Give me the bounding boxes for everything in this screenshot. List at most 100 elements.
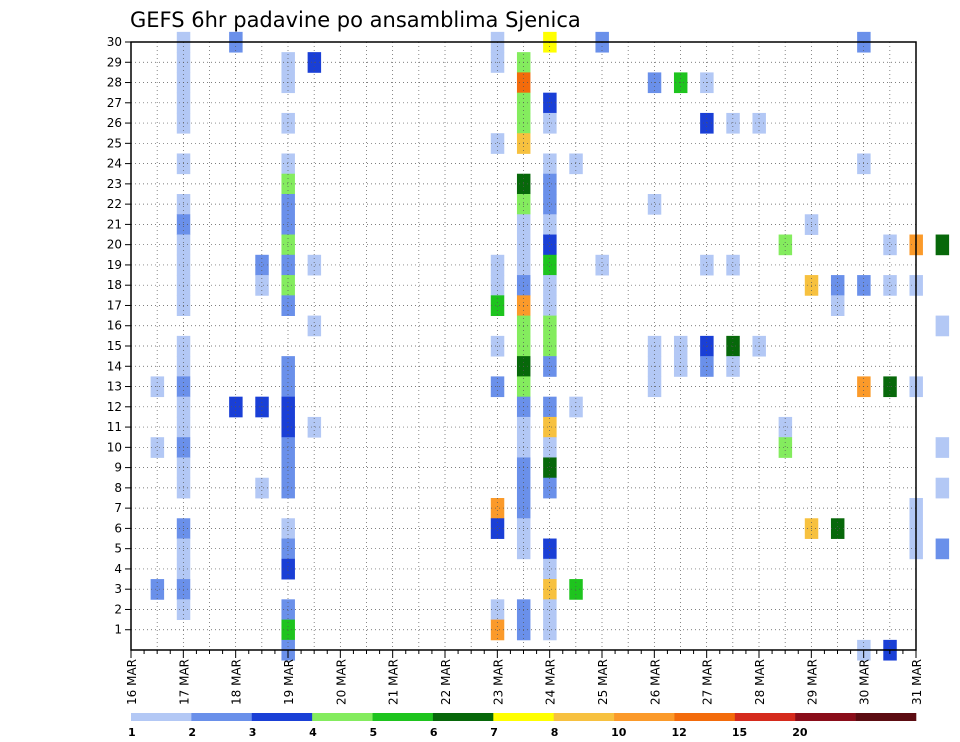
heatmap-cell <box>543 275 557 296</box>
heatmap-cell <box>490 275 505 296</box>
heatmap-cell <box>281 619 295 641</box>
legend-label: 3 <box>249 726 257 739</box>
heatmap-cell <box>569 153 583 175</box>
x-tick-label: 31 MAR <box>910 659 924 705</box>
heatmap-cell <box>883 275 897 296</box>
heatmap-cell <box>490 254 505 276</box>
heatmap-cell <box>543 437 557 458</box>
legend-swatch <box>312 713 373 721</box>
legend-label: 15 <box>732 726 747 739</box>
heatmap-cell <box>281 254 295 276</box>
heatmap-cell <box>543 214 557 235</box>
legend-swatch <box>795 713 856 721</box>
heatmap-cell <box>490 295 505 316</box>
y-axis: 1234567891011121314151617181920212223242… <box>107 35 131 637</box>
heatmap-cell <box>307 315 322 337</box>
y-tick-label: 9 <box>114 461 122 475</box>
heatmap-cell <box>281 153 295 175</box>
y-tick-label: 6 <box>114 521 122 535</box>
heatmap-cell <box>543 153 557 175</box>
heatmap-cell <box>543 173 557 195</box>
y-tick-label: 28 <box>107 76 122 90</box>
x-tick-label: 20 MAR <box>334 659 348 705</box>
x-tick-label: 18 MAR <box>230 659 244 705</box>
legend-label: 20 <box>792 726 808 739</box>
x-tick-label: 28 MAR <box>753 659 767 705</box>
x-tick-label: 27 MAR <box>701 659 715 705</box>
heatmap-cell <box>281 295 295 316</box>
x-tick-label: 25 MAR <box>596 659 610 705</box>
y-tick-label: 19 <box>107 258 122 272</box>
heatmap-cell <box>281 518 295 539</box>
y-tick-label: 12 <box>107 400 122 414</box>
heatmap-cell <box>830 295 845 316</box>
y-tick-label: 2 <box>114 602 122 616</box>
heatmap-cell <box>255 275 269 296</box>
legend-label: 6 <box>430 726 438 739</box>
heatmap-cell <box>307 416 322 438</box>
heatmap-cell <box>490 619 505 641</box>
legend-swatch <box>614 713 675 721</box>
legend-swatch <box>131 713 192 721</box>
heatmap-cell <box>543 112 557 134</box>
y-tick-label: 3 <box>114 582 122 596</box>
y-tick-label: 14 <box>107 359 122 373</box>
heatmap-cell <box>281 538 295 560</box>
heatmap-cell <box>935 234 950 256</box>
x-tick-label: 17 MAR <box>177 659 191 705</box>
legend-label: 7 <box>490 726 498 739</box>
heatmap-cell <box>281 437 295 458</box>
chart-title: GEFS 6hr padavine po ansamblima Sjenica <box>130 8 581 32</box>
y-tick-label: 22 <box>107 197 122 211</box>
heatmap-cell <box>281 558 295 580</box>
heatmap-cell <box>281 599 295 620</box>
y-tick-label: 1 <box>114 623 122 637</box>
heatmap-cell <box>595 254 609 276</box>
heatmap-cell <box>543 538 557 560</box>
heatmap-cell <box>281 214 295 235</box>
heatmap-cell <box>543 457 557 479</box>
heatmap-cell <box>281 477 295 499</box>
heatmap-cell <box>543 477 557 499</box>
heatmap-cell <box>281 234 295 256</box>
heatmap-cell <box>255 254 269 276</box>
heatmap-cell <box>543 234 557 256</box>
y-tick-label: 15 <box>107 339 122 353</box>
heatmap-cell <box>778 234 793 256</box>
legend-label: 4 <box>309 726 317 739</box>
heatmap-cell <box>935 437 950 458</box>
heatmap-cell <box>543 558 557 580</box>
x-tick-label: 21 MAR <box>387 659 401 705</box>
heatmap-cell <box>543 315 557 337</box>
heatmap-cell <box>883 234 897 256</box>
heatmap-cell <box>543 416 557 438</box>
heatmap-cell <box>543 194 557 215</box>
color-legend: 1 2 3 4 5 6 7 8 10 12 15 20 <box>128 713 917 739</box>
heatmap-cell <box>647 194 662 215</box>
y-tick-label: 24 <box>107 157 122 171</box>
heatmap-cell <box>543 92 557 114</box>
y-tick-label: 10 <box>107 440 122 454</box>
heatmap-cell <box>281 396 295 418</box>
y-tick-label: 29 <box>107 55 122 69</box>
heatmap-cell <box>281 194 295 215</box>
heatmap-cell <box>543 396 557 418</box>
legend-swatch <box>674 713 736 721</box>
y-tick-label: 25 <box>107 136 122 150</box>
legend-label: 5 <box>370 726 378 739</box>
heatmap-cell <box>281 457 295 479</box>
legend-swatch <box>553 713 615 721</box>
heatmap-cell <box>490 498 505 519</box>
heatmap-cell <box>150 437 165 458</box>
heatmap-cell <box>543 295 557 316</box>
x-tick-label: 26 MAR <box>648 659 662 705</box>
x-tick-label: 29 MAR <box>805 659 819 705</box>
heatmap-cell <box>490 518 505 539</box>
y-tick-label: 18 <box>107 278 122 292</box>
legend-swatch <box>432 713 494 721</box>
legend-label: 10 <box>611 726 627 739</box>
heatmap-cell <box>778 416 793 438</box>
legend-swatch <box>493 713 554 721</box>
y-tick-label: 16 <box>107 319 122 333</box>
heatmap-cell <box>307 254 322 276</box>
